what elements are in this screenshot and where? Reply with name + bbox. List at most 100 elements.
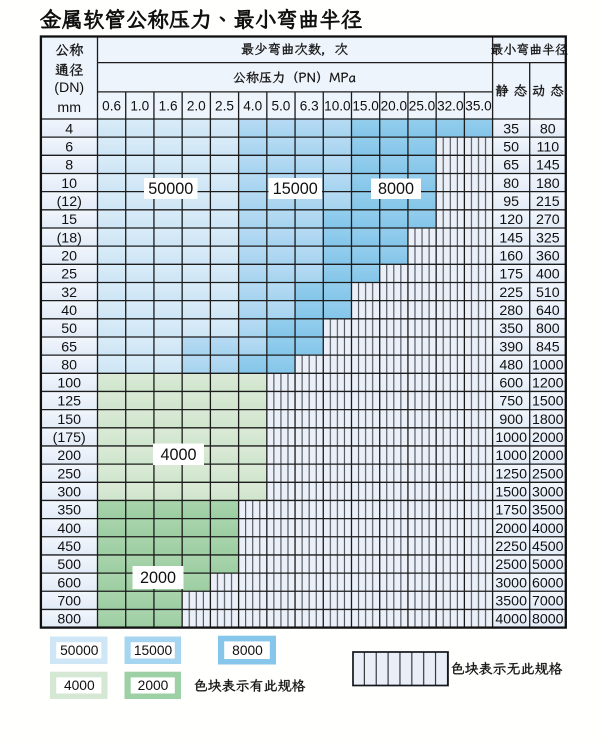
svg-text:1.0: 1.0 [130, 98, 149, 113]
svg-text:15.0: 15.0 [352, 98, 379, 113]
svg-text:510: 510 [536, 285, 560, 301]
svg-text:2.0: 2.0 [187, 98, 206, 113]
svg-text:200: 200 [57, 448, 81, 464]
svg-text:2000: 2000 [532, 430, 564, 446]
svg-text:32: 32 [61, 285, 77, 301]
svg-text:145: 145 [536, 158, 560, 174]
svg-text:900: 900 [499, 412, 523, 428]
svg-text:120: 120 [499, 212, 523, 228]
svg-text:4.0: 4.0 [243, 98, 262, 113]
svg-text:6000: 6000 [532, 575, 564, 591]
svg-text:280: 280 [499, 303, 523, 319]
svg-text:15000: 15000 [273, 180, 318, 198]
svg-text:35: 35 [503, 121, 519, 137]
svg-text:1.6: 1.6 [159, 98, 178, 113]
svg-text:80: 80 [61, 357, 77, 373]
svg-text:845: 845 [536, 339, 560, 355]
svg-text:0.6: 0.6 [102, 98, 121, 113]
svg-text:1500: 1500 [495, 485, 527, 501]
svg-text:80: 80 [503, 176, 519, 192]
svg-text:8000: 8000 [532, 612, 564, 628]
svg-text:mm: mm [57, 100, 81, 116]
svg-text:1000: 1000 [532, 357, 564, 373]
svg-text:150: 150 [57, 412, 81, 428]
svg-text:4000: 4000 [160, 446, 196, 464]
svg-text:2.5: 2.5 [215, 98, 234, 113]
svg-text:5.0: 5.0 [271, 98, 290, 113]
svg-text:(12): (12) [57, 194, 82, 210]
svg-text:640: 640 [536, 303, 560, 319]
svg-text:1250: 1250 [495, 466, 527, 482]
svg-text:390: 390 [499, 339, 523, 355]
svg-text:1800: 1800 [532, 412, 564, 428]
svg-text:175: 175 [499, 267, 523, 283]
svg-text:25: 25 [61, 267, 77, 283]
svg-text:500: 500 [57, 557, 81, 573]
svg-text:6.3: 6.3 [300, 98, 319, 113]
svg-text:(18): (18) [57, 230, 82, 246]
svg-text:2000: 2000 [532, 448, 564, 464]
svg-text:4: 4 [65, 121, 73, 137]
svg-text:350: 350 [57, 503, 81, 519]
svg-text:8000: 8000 [232, 643, 263, 658]
svg-text:2250: 2250 [495, 539, 527, 555]
svg-text:125: 125 [57, 394, 81, 410]
svg-text:15: 15 [61, 212, 77, 228]
svg-text:3500: 3500 [532, 503, 564, 519]
svg-text:40: 40 [61, 303, 77, 319]
svg-text:(DN): (DN) [54, 80, 84, 96]
svg-text:400: 400 [536, 267, 560, 283]
svg-text:300: 300 [57, 485, 81, 501]
svg-text:1500: 1500 [532, 394, 564, 410]
svg-text:50: 50 [61, 321, 77, 337]
svg-text:65: 65 [503, 158, 519, 174]
svg-text:1000: 1000 [495, 448, 527, 464]
svg-text:110: 110 [536, 139, 559, 155]
svg-text:160: 160 [499, 248, 523, 264]
svg-text:325: 325 [536, 230, 560, 246]
svg-text:(175): (175) [53, 430, 86, 446]
svg-text:480: 480 [499, 357, 523, 373]
svg-text:10.0: 10.0 [324, 98, 351, 113]
svg-text:3000: 3000 [532, 485, 564, 501]
svg-text:1200: 1200 [532, 376, 564, 392]
svg-text:65: 65 [61, 339, 77, 355]
svg-text:50000: 50000 [60, 643, 99, 658]
svg-text:350: 350 [499, 321, 523, 337]
svg-text:225: 225 [499, 285, 523, 301]
svg-text:2000: 2000 [138, 678, 169, 693]
svg-text:80: 80 [540, 121, 556, 137]
svg-text:35.0: 35.0 [465, 98, 492, 113]
svg-text:4000: 4000 [64, 678, 95, 693]
svg-text:7000: 7000 [532, 594, 564, 610]
svg-text:2500: 2500 [532, 466, 564, 482]
svg-text:360: 360 [536, 248, 560, 264]
svg-text:50: 50 [503, 139, 519, 155]
svg-text:4000: 4000 [495, 612, 527, 628]
svg-text:600: 600 [57, 575, 81, 591]
svg-text:270: 270 [536, 212, 560, 228]
svg-text:3000: 3000 [495, 575, 527, 591]
svg-text:4000: 4000 [532, 521, 564, 537]
svg-text:32.0: 32.0 [437, 98, 464, 113]
svg-text:100: 100 [57, 376, 81, 392]
svg-text:4500: 4500 [532, 539, 564, 555]
svg-text:2000: 2000 [495, 521, 527, 537]
svg-text:700: 700 [57, 594, 81, 610]
svg-text:800: 800 [57, 612, 81, 628]
svg-text:2500: 2500 [495, 557, 527, 573]
svg-text:750: 750 [499, 394, 523, 410]
svg-text:400: 400 [57, 521, 81, 537]
svg-text:25.0: 25.0 [409, 98, 436, 113]
svg-text:800: 800 [536, 321, 560, 337]
svg-text:600: 600 [499, 376, 523, 392]
svg-text:20: 20 [61, 248, 77, 264]
svg-text:1750: 1750 [495, 503, 527, 519]
svg-text:6: 6 [65, 139, 73, 155]
svg-text:215: 215 [536, 194, 560, 210]
svg-text:450: 450 [57, 539, 81, 555]
svg-text:5000: 5000 [532, 557, 564, 573]
svg-text:145: 145 [499, 230, 523, 246]
svg-text:250: 250 [57, 466, 81, 482]
svg-text:1000: 1000 [495, 430, 527, 446]
